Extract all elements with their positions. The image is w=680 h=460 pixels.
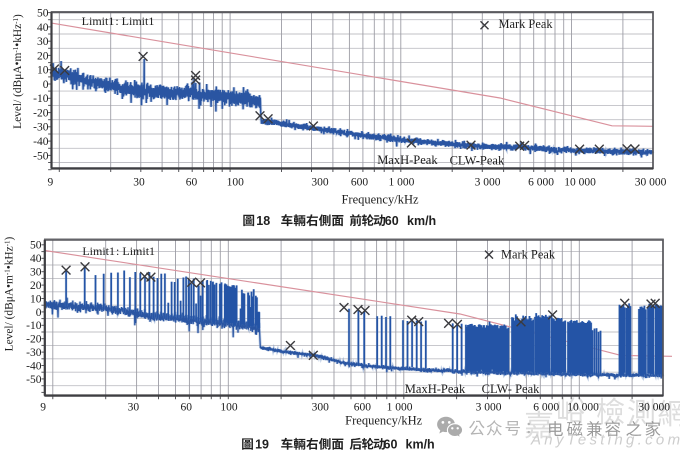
svg-text:600: 600 [351, 177, 369, 189]
svg-text:-40: -40 [33, 136, 49, 148]
svg-text:-20: -20 [26, 334, 42, 346]
svg-text:0: 0 [43, 79, 49, 91]
svg-text:Frequency/kHz: Frequency/kHz [341, 192, 419, 206]
svg-text:9: 9 [48, 177, 54, 189]
svg-text:20: 20 [37, 50, 49, 62]
svg-text:30 000: 30 000 [635, 177, 667, 189]
svg-text:Limit1:Limit1: Limit1: Limit1 [82, 14, 155, 28]
svg-text:10 000: 10 000 [564, 177, 596, 189]
svg-text:km/h: km/h [406, 438, 435, 452]
svg-text:10 000: 10 000 [567, 401, 599, 413]
svg-text:30 000: 30 000 [638, 401, 670, 413]
svg-text:Mark Peak: Mark Peak [501, 247, 556, 261]
svg-text:CLW- Peak: CLW- Peak [482, 382, 540, 396]
svg-text:100: 100 [227, 177, 245, 189]
svg-text:100: 100 [220, 401, 238, 413]
svg-text:-30: -30 [26, 347, 42, 359]
svg-text:6 000: 6 000 [528, 177, 554, 189]
svg-text:MaxH-Peak: MaxH-Peak [405, 382, 466, 396]
svg-text:18: 18 [256, 214, 270, 228]
svg-text:10: 10 [30, 293, 42, 305]
svg-text:30: 30 [133, 177, 145, 189]
svg-text:-50: -50 [33, 150, 49, 162]
svg-text:AnyTesting.com: AnyTesting.com [530, 432, 680, 449]
svg-text:Mark Peak: Mark Peak [499, 17, 554, 31]
svg-text:50: 50 [30, 240, 42, 252]
svg-text:300: 300 [311, 177, 329, 189]
svg-text:40: 40 [30, 253, 42, 265]
svg-text:1 000: 1 000 [388, 177, 414, 189]
svg-text:MaxH-Peak: MaxH-Peak [377, 153, 438, 167]
svg-text:300: 300 [312, 401, 330, 413]
svg-text:CLW-Peak: CLW-Peak [450, 153, 505, 167]
svg-text:km/h: km/h [407, 214, 436, 228]
svg-text:0: 0 [36, 307, 42, 319]
svg-text:60: 60 [181, 401, 193, 413]
svg-text:10: 10 [37, 65, 49, 77]
svg-text:Level/ (dBμA•m-1•kHz-1): Level/ (dBμA•m-1•kHz-1) [12, 14, 24, 129]
svg-text:9: 9 [40, 401, 46, 413]
svg-text:60: 60 [384, 438, 398, 452]
svg-text:30: 30 [30, 267, 42, 279]
svg-text:Frequency/kHz: Frequency/kHz [345, 413, 423, 427]
svg-text:-50: -50 [26, 374, 42, 386]
svg-text:-10: -10 [33, 93, 49, 105]
svg-text:600: 600 [354, 401, 372, 413]
svg-text:-10: -10 [26, 320, 42, 332]
svg-text:30: 30 [128, 401, 140, 413]
svg-text:3 000: 3 000 [475, 177, 501, 189]
svg-text:30: 30 [37, 36, 49, 48]
svg-text:60: 60 [186, 177, 198, 189]
svg-text:19: 19 [255, 438, 269, 452]
svg-text:60: 60 [385, 214, 399, 228]
svg-text:1 000: 1 000 [387, 401, 413, 413]
svg-text:-40: -40 [26, 360, 42, 372]
svg-text:6 000: 6 000 [533, 401, 559, 413]
svg-text:-30: -30 [33, 122, 49, 134]
svg-text:Level/ (dBμA•m-1•kHz-1): Level/ (dBμA•m-1•kHz-1) [3, 236, 15, 351]
svg-text:50: 50 [37, 8, 49, 20]
svg-text:20: 20 [30, 280, 42, 292]
svg-text:40: 40 [37, 22, 49, 34]
svg-text:Limit1:Limit1: Limit1: Limit1 [82, 244, 155, 258]
svg-text:3 000: 3 000 [476, 401, 502, 413]
svg-text:-20: -20 [33, 108, 49, 120]
